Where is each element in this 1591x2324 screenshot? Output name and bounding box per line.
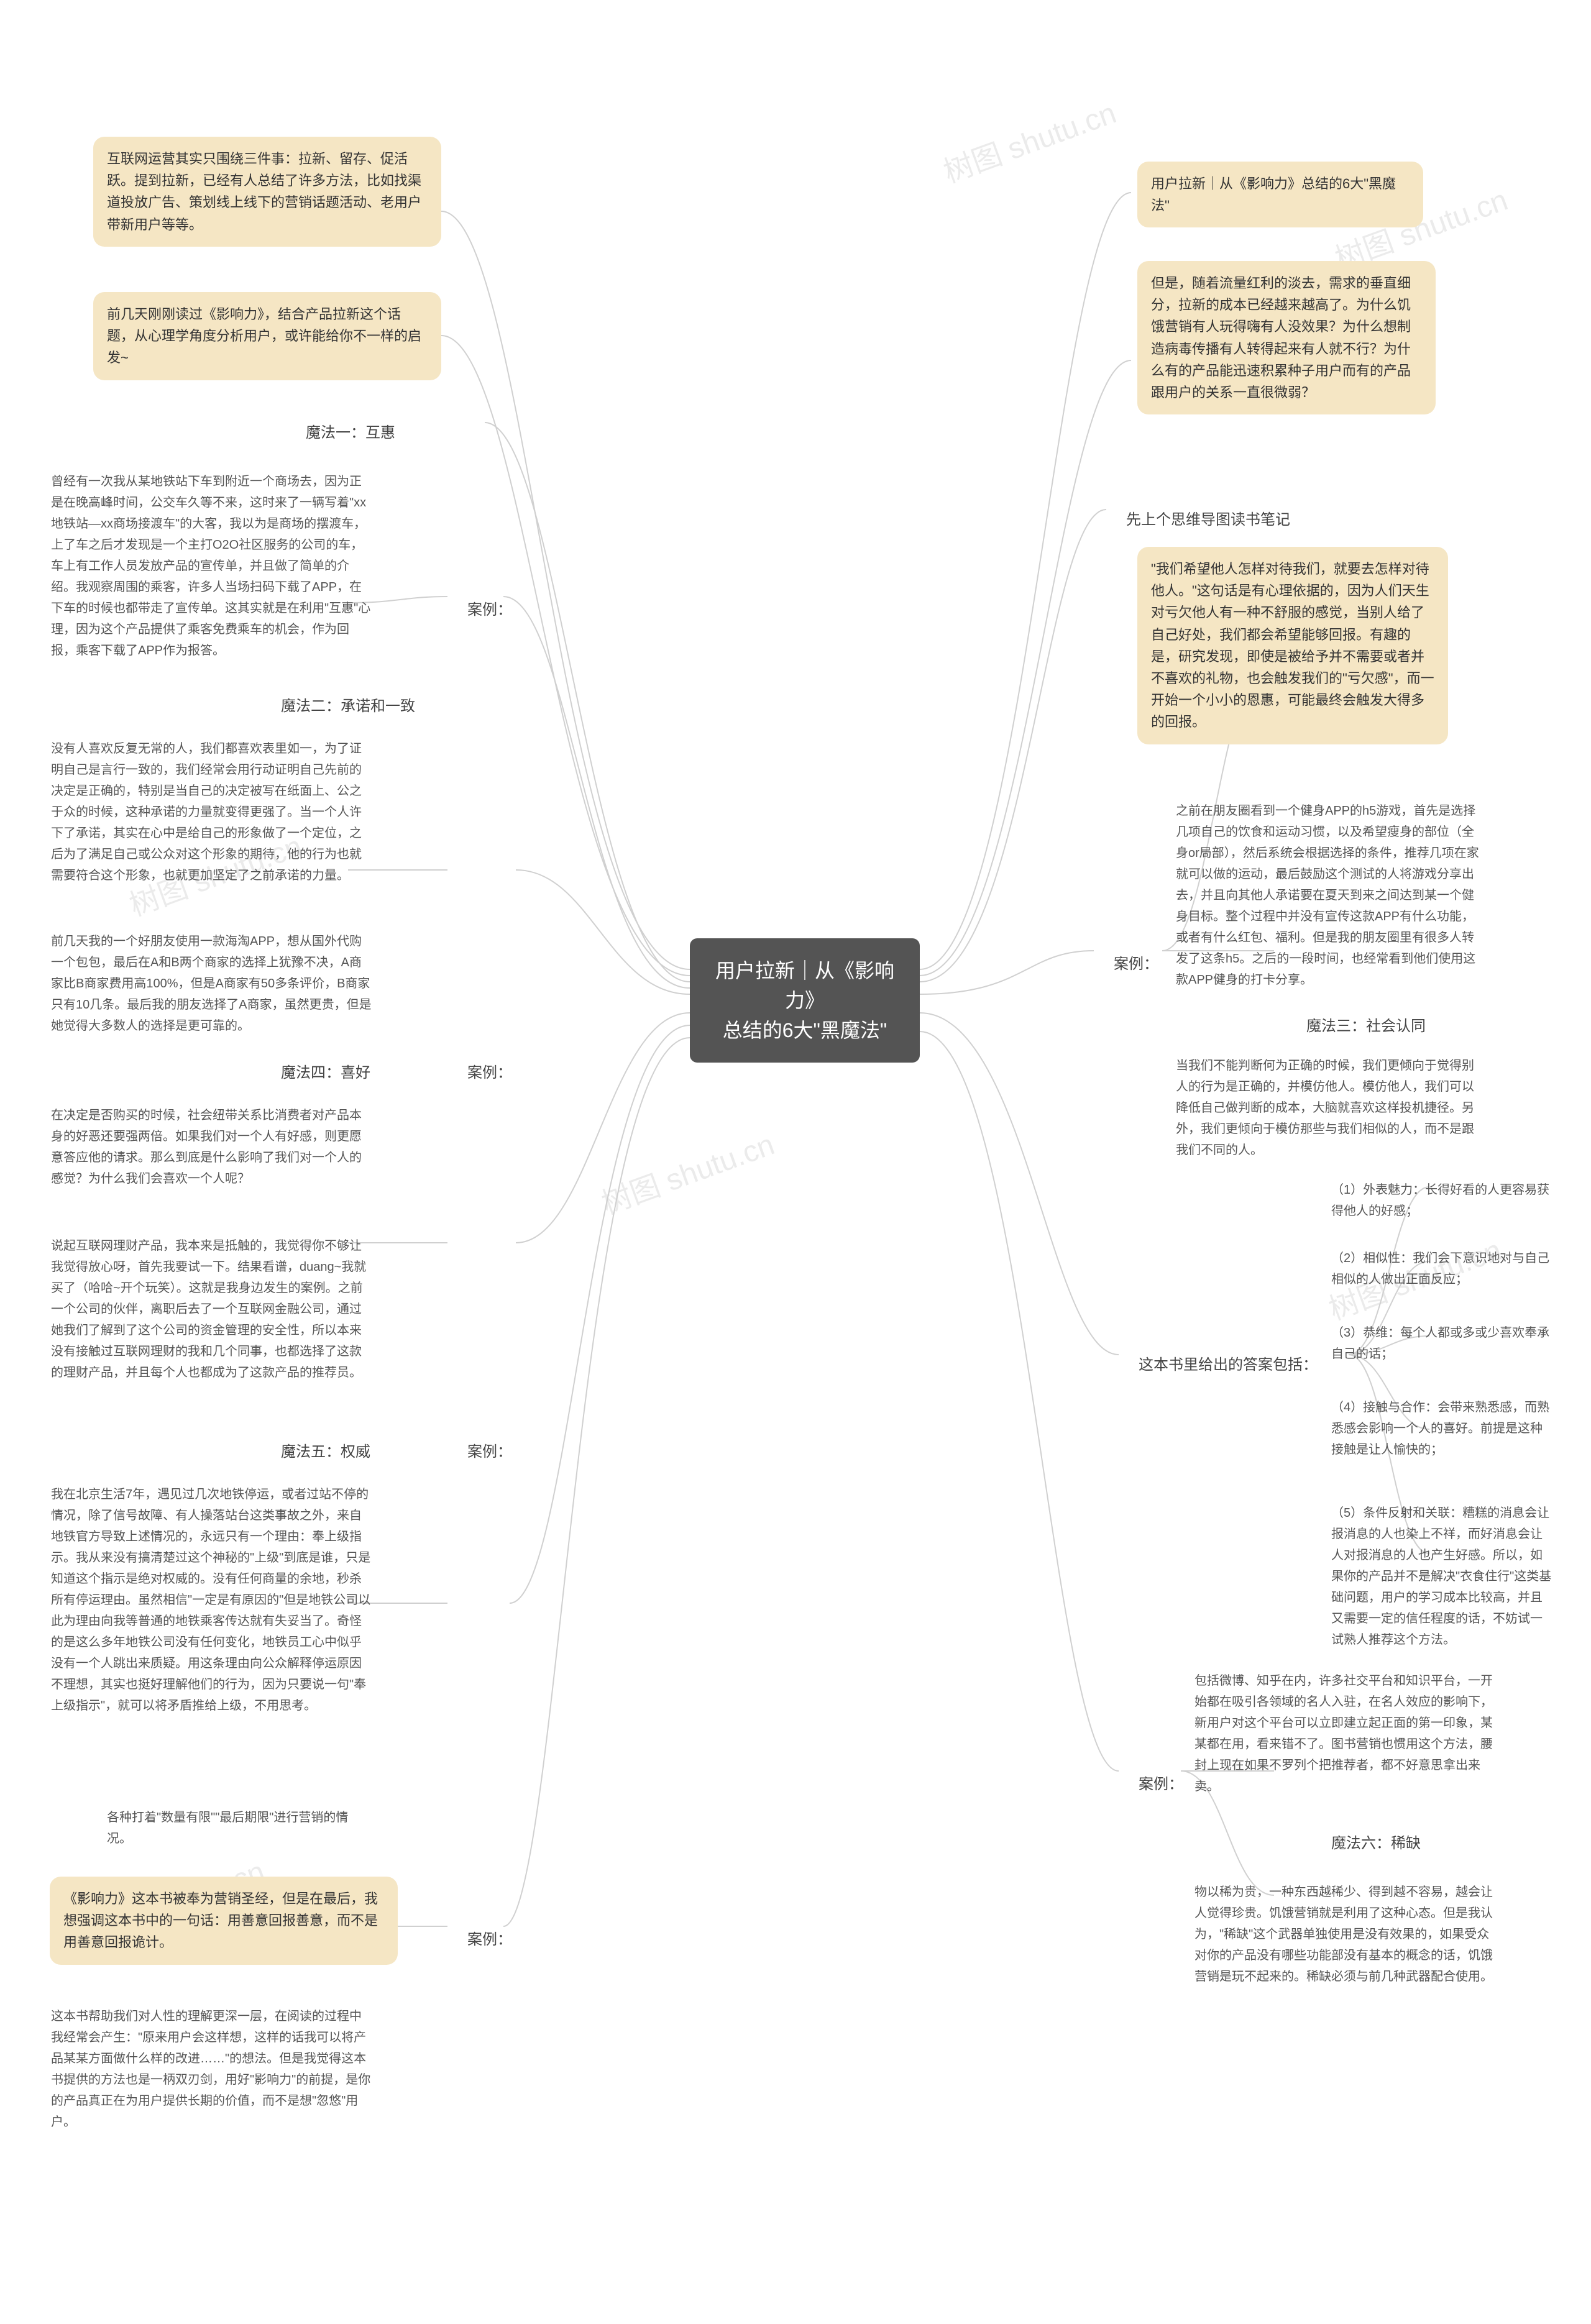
bubble-right-title: 用户拉新｜从《影响力》总结的6大"黑魔法" xyxy=(1137,162,1423,227)
magic4-label: 魔法四：喜好 xyxy=(267,1050,384,1096)
magic2-label: 魔法二：承诺和一致 xyxy=(267,684,429,730)
answers-label: 这本书里给出的答案包括： xyxy=(1125,1342,1331,1388)
scarcity-case-text: 包括微博、知乎在内，许多社交平台和知识平台，一开始都在吸引各领域的名人入驻，在名… xyxy=(1181,1659,1510,1808)
bubble-right-but: 但是，随着流量红利的淡去，需求的垂直细分，拉新的成本已经越来越高了。为什么饥饿营… xyxy=(1137,261,1436,414)
scarcity-intro: 各种打着"数量有限""最后期限"进行营销的情况。 xyxy=(93,1796,385,1860)
final-bubble: 《影响力》这本书被奉为营销圣经，但是在最后，我想强调这本书中的一句话：用善意回报… xyxy=(50,1877,398,1965)
magic2-case-label: 案例： xyxy=(454,587,526,633)
right-case-text: 之前在朋友圈看到一个健身APP的h5游戏，首先是选择几项自己的饮食和运动习惯，以… xyxy=(1162,789,1498,1002)
magic4-case-text: 前几天我的一个好朋友使用一款海淘APP，想从国外代购一个包包，最后在A和B两个商… xyxy=(37,920,385,1048)
magic5-desc: 我在北京生活7年，遇见过几次地铁停运，或者过站不停的情况，除了信号故障、有人操落… xyxy=(37,1473,385,1727)
magic2-case-text: 曾经有一次我从某地铁站下车到附近一个商场去，因为正是在晚高峰时间，公交车久等不来… xyxy=(37,460,385,672)
magic4-desc: 在决定是否购买的时候，社会纽带关系比消费者对产品本身的好恶还要强两倍。如果我们对… xyxy=(37,1094,385,1201)
magic4-case-label: 案例： xyxy=(454,1050,526,1096)
magic3-desc: 当我们不能判断何为正确的时候，我们更倾向于觉得别人的行为是正确的，并模仿他人。模… xyxy=(1162,1044,1498,1172)
mindmap-note-label: 先上个思维导图读书笔记 xyxy=(1112,497,1304,543)
answer-4: （4）接触与合作：会带来熟悉感，而熟悉感会影响一个人的喜好。前提是这种接触是让人… xyxy=(1318,1386,1566,1471)
watermark: 树图 shutu.cn xyxy=(595,1120,779,1222)
magic6-desc: 物以稀为贵，一种东西越稀少、得到越不容易，越会让人觉得珍贵。饥饿营销就是利用了这… xyxy=(1181,1870,1510,1998)
center-topic: 用户拉新｜从《影响力》 总结的6大"黑魔法" xyxy=(690,938,920,1063)
answer-1: （1）外表魅力：长得好看的人更容易获得他人的好感； xyxy=(1318,1168,1566,1233)
answer-3: （3）恭维：每个人都或多或少喜欢奉承自己的话； xyxy=(1318,1311,1566,1376)
quote-bubble: "我们希望他人怎样对待我们，就要去怎样对待他人。"这句话是有心理依据的，因为人们… xyxy=(1137,547,1448,744)
scarcity-case-label: 案例： xyxy=(1125,1762,1197,1808)
magic3-label: 魔法三：社会认同 xyxy=(1293,1004,1439,1050)
bubble-context: 前几天刚刚读过《影响力》，结合产品拉新这个话题，从心理学角度分析用户，或许能给你… xyxy=(93,292,441,380)
bubble-intro: 互联网运营其实只围绕三件事：拉新、留存、促活跃。提到拉新，已经有人总结了许多方法… xyxy=(93,137,441,247)
answer-2: （2）相似性：我们会下意识地对与自己相似的人做出正面反应； xyxy=(1318,1237,1566,1301)
final-plain: 这本书帮助我们对人性的理解更深一层，在阅读的过程中我经常会产生："原来用户会这样… xyxy=(37,1995,385,2144)
magic2-desc: 没有人喜欢反复无常的人，我们都喜欢表里如一，为了证明自己是言行一致的，我们经常会… xyxy=(37,727,385,897)
final-case-label: 案例： xyxy=(454,1917,526,1963)
magic5-label: 魔法五：权威 xyxy=(267,1429,384,1475)
magic5-case-text: 说起互联网理财产品，我本来是抵触的，我觉得你不够让我觉得放心呀，首先我要试一下。… xyxy=(37,1224,385,1394)
answer-5: （5）条件反射和关联：糟糕的消息会让报消息的人也染上不祥，而好消息会让人对报消息… xyxy=(1318,1491,1566,1662)
right-case-label: 案例： xyxy=(1100,941,1172,987)
magic1-label: 魔法一：互惠 xyxy=(292,410,409,456)
magic5-case-label: 案例： xyxy=(454,1429,526,1475)
magic6-label: 魔法六：稀缺 xyxy=(1318,1821,1434,1867)
watermark: 树图 shutu.cn xyxy=(937,88,1121,191)
